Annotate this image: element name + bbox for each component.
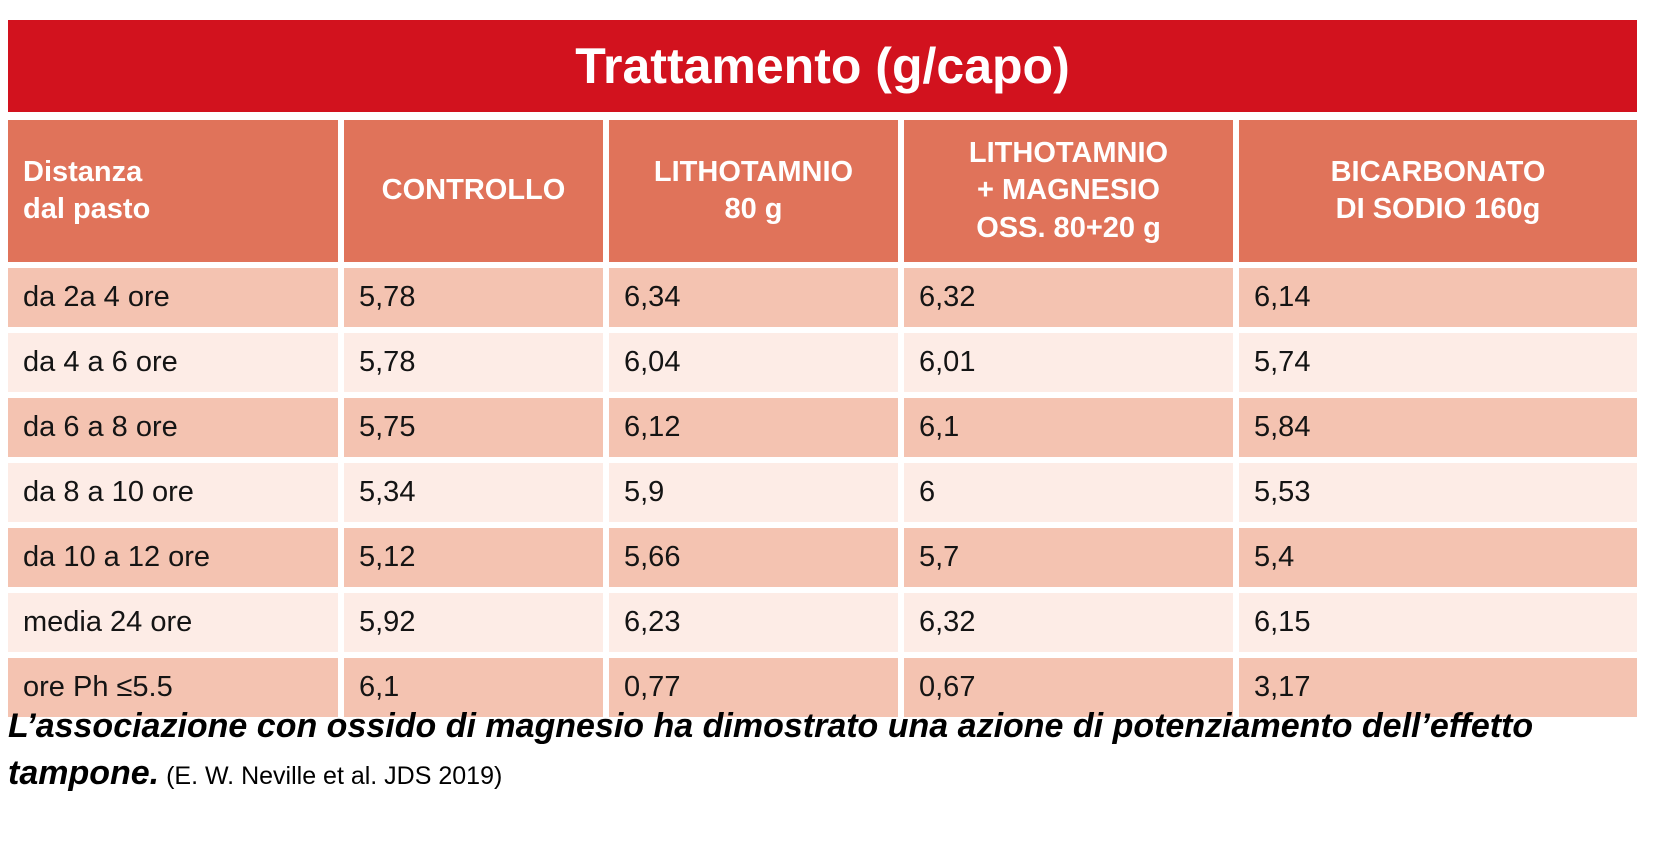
footnote-text: L’associazione con ossido di magnesio ha…	[8, 707, 1534, 792]
table-cell: 5,78	[344, 268, 603, 327]
row-label: da 2a 4 ore	[8, 268, 338, 327]
column-header-controllo: CONTROLLO	[344, 120, 603, 262]
table-cell: 0,77	[609, 658, 898, 717]
table-cell: 5,74	[1239, 333, 1637, 392]
table-cell: 5,9	[609, 463, 898, 522]
table-cell: 6,14	[1239, 268, 1637, 327]
table-cell: 6,1	[904, 398, 1233, 457]
table-cell: 5,75	[344, 398, 603, 457]
row-label: ore Ph ≤5.5	[8, 658, 338, 717]
row-label: da 4 a 6 ore	[8, 333, 338, 392]
row-label: da 8 a 10 ore	[8, 463, 338, 522]
table-cell: 5,84	[1239, 398, 1637, 457]
table-grid: Distanza dal pasto CONTROLLO LITHOTAMNIO…	[8, 120, 1637, 717]
table-cell: 6,1	[344, 658, 603, 717]
table-cell: 3,17	[1239, 658, 1637, 717]
table-cell: 6,23	[609, 593, 898, 652]
table-cell: 6,34	[609, 268, 898, 327]
table-cell: 5,78	[344, 333, 603, 392]
footnote-citation: (E. W. Neville et al. JDS 2019)	[159, 761, 503, 790]
table-title: Trattamento (g/capo)	[8, 20, 1637, 112]
table-cell: 6	[904, 463, 1233, 522]
treatment-table: Trattamento (g/capo) Distanza dal pasto …	[8, 20, 1637, 717]
table-cell: 5,92	[344, 593, 603, 652]
table-cell: 5,53	[1239, 463, 1637, 522]
table-cell: 5,7	[904, 528, 1233, 587]
row-label: da 6 a 8 ore	[8, 398, 338, 457]
row-label: media 24 ore	[8, 593, 338, 652]
column-header-lithotamnio-magnesio: LITHOTAMNIO + MAGNESIO OSS. 80+20 g	[904, 120, 1233, 262]
table-cell: 0,67	[904, 658, 1233, 717]
column-header-bicarbonato: BICARBONATO DI SODIO 160g	[1239, 120, 1637, 262]
table-cell: 6,32	[904, 593, 1233, 652]
table-cell: 6,15	[1239, 593, 1637, 652]
table-cell: 6,12	[609, 398, 898, 457]
table-cell: 6,32	[904, 268, 1233, 327]
table-cell: 5,4	[1239, 528, 1637, 587]
table-cell: 6,04	[609, 333, 898, 392]
table-cell: 5,66	[609, 528, 898, 587]
table-cell: 5,12	[344, 528, 603, 587]
column-header-lithotamnio: LITHOTAMNIO 80 g	[609, 120, 898, 262]
table-cell: 6,01	[904, 333, 1233, 392]
footnote: L’associazione con ossido di magnesio ha…	[8, 703, 1618, 797]
column-header-distanza: Distanza dal pasto	[8, 120, 338, 262]
row-label: da 10 a 12 ore	[8, 528, 338, 587]
table-cell: 5,34	[344, 463, 603, 522]
